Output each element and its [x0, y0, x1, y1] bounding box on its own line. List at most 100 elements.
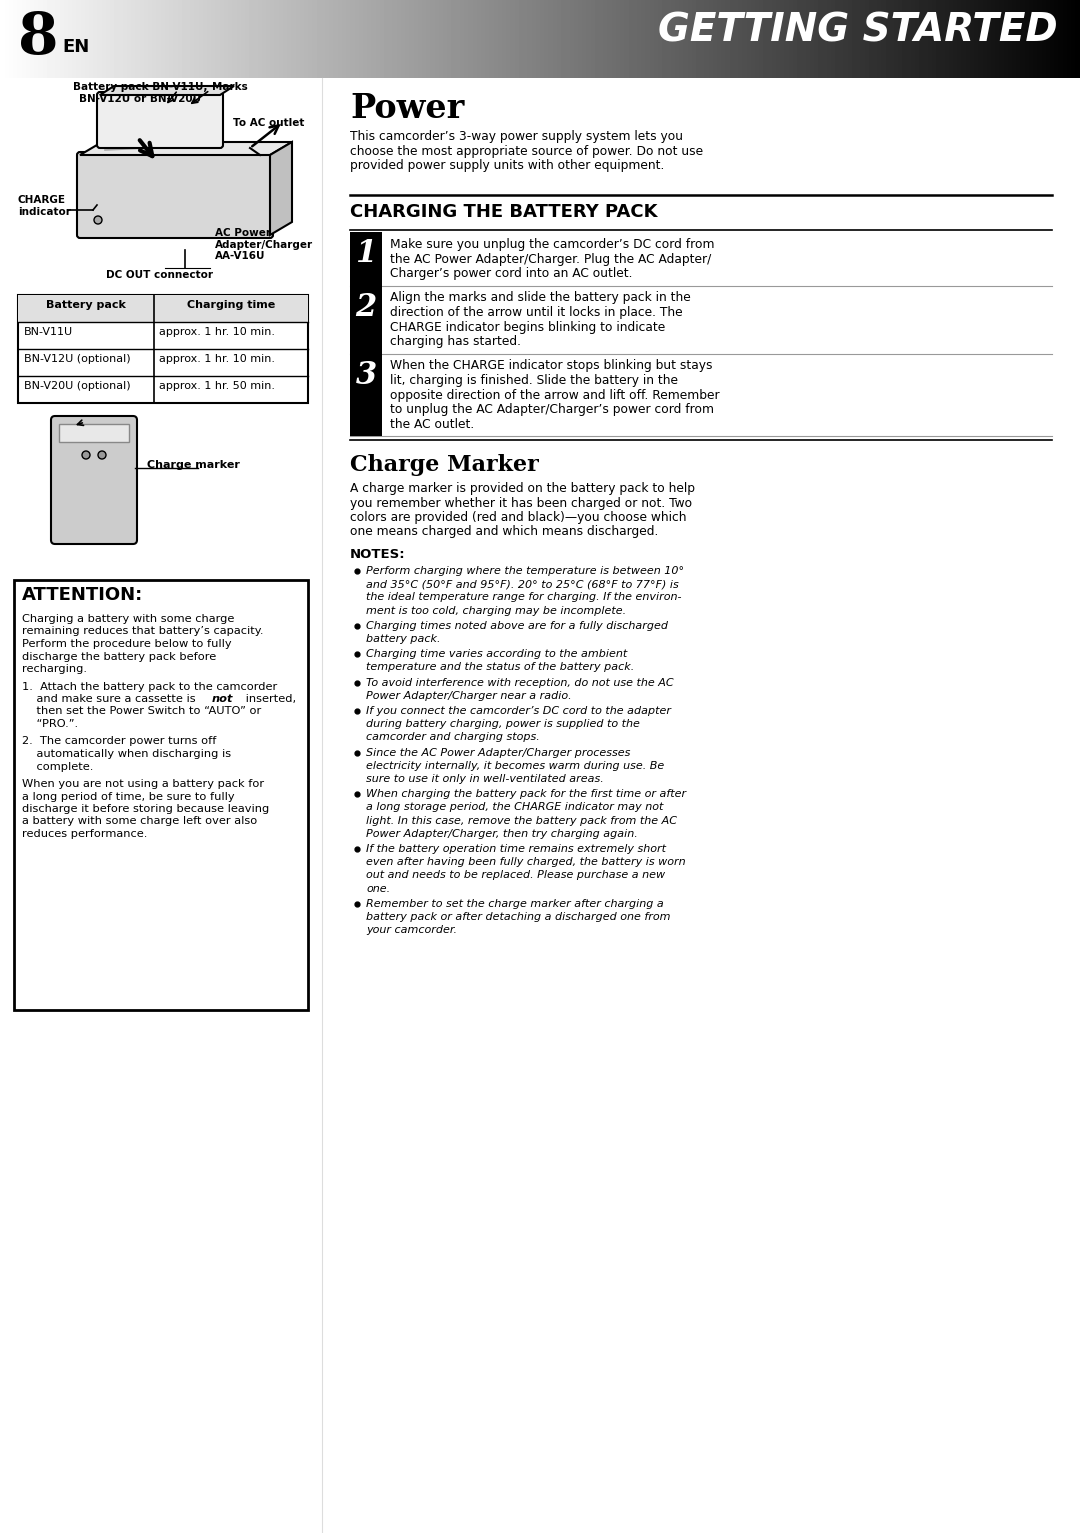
Text: “PRO.”.: “PRO.”.: [22, 719, 78, 730]
Text: recharging.: recharging.: [22, 664, 87, 675]
Text: Perform the procedure below to fully: Perform the procedure below to fully: [22, 639, 231, 648]
Text: CHARGING THE BATTERY PACK: CHARGING THE BATTERY PACK: [350, 202, 658, 221]
Text: charging has started.: charging has started.: [390, 336, 521, 348]
Bar: [350, 231, 382, 285]
Text: Charging times noted above are for a fully discharged: Charging times noted above are for a ful…: [366, 621, 669, 630]
Text: 3: 3: [355, 360, 377, 391]
Text: ATTENTION:: ATTENTION:: [22, 586, 144, 604]
Text: NOTES:: NOTES:: [350, 547, 406, 561]
Polygon shape: [100, 86, 234, 95]
Text: a long storage period, the CHARGE indicator may not: a long storage period, the CHARGE indica…: [366, 802, 663, 812]
Text: If you connect the camcorder’s DC cord to the adapter: If you connect the camcorder’s DC cord t…: [366, 707, 671, 716]
Text: the ideal temperature range for charging. If the environ-: the ideal temperature range for charging…: [366, 592, 681, 602]
Text: temperature and the status of the battery pack.: temperature and the status of the batter…: [366, 662, 634, 673]
Text: remaining reduces that battery’s capacity.: remaining reduces that battery’s capacit…: [22, 627, 264, 636]
Text: When the CHARGE indicator stops blinking but stays: When the CHARGE indicator stops blinking…: [390, 360, 713, 373]
Text: electricity internally, it becomes warm during use. Be: electricity internally, it becomes warm …: [366, 760, 664, 771]
Text: Align the marks and slide the battery pack in the: Align the marks and slide the battery pa…: [390, 291, 691, 305]
FancyBboxPatch shape: [77, 152, 273, 238]
Text: GETTING STARTED: GETTING STARTED: [659, 12, 1058, 51]
Text: ment is too cold, charging may be incomplete.: ment is too cold, charging may be incomp…: [366, 606, 626, 616]
Text: Make sure you unplug the camcorder’s DC cord from: Make sure you unplug the camcorder’s DC …: [390, 238, 715, 251]
Text: CHARGE indicator begins blinking to indicate: CHARGE indicator begins blinking to indi…: [390, 320, 665, 334]
Bar: [14, 579, 308, 1010]
Text: Power Adapter/Charger near a radio.: Power Adapter/Charger near a radio.: [366, 691, 571, 701]
Text: then set the Power Switch to “AUTO” or: then set the Power Switch to “AUTO” or: [22, 707, 261, 716]
Text: discharge the battery pack before: discharge the battery pack before: [22, 652, 216, 662]
Polygon shape: [80, 143, 292, 155]
Text: To AC outlet: To AC outlet: [232, 118, 303, 127]
Text: DC OUT connector: DC OUT connector: [107, 270, 214, 281]
Text: discharge it before storing because leaving: discharge it before storing because leav…: [22, 803, 269, 814]
Text: the AC outlet.: the AC outlet.: [390, 417, 474, 431]
Text: light. In this case, remove the battery pack from the AC: light. In this case, remove the battery …: [366, 816, 677, 826]
Text: provided power supply units with other equipment.: provided power supply units with other e…: [350, 159, 664, 172]
Text: Charge marker: Charge marker: [147, 460, 240, 471]
Text: CHARGE
indicator: CHARGE indicator: [18, 195, 71, 216]
Circle shape: [98, 451, 106, 458]
Text: you remember whether it has been charged or not. Two: you remember whether it has been charged…: [350, 497, 692, 509]
Text: battery pack.: battery pack.: [366, 635, 441, 644]
Text: choose the most appropriate source of power. Do not use: choose the most appropriate source of po…: [350, 144, 703, 158]
Text: Charging time varies according to the ambient: Charging time varies according to the am…: [366, 648, 627, 659]
Bar: [350, 285, 382, 354]
Text: EN: EN: [62, 38, 90, 57]
Bar: [18, 294, 308, 403]
Circle shape: [94, 216, 102, 224]
Text: BN-V20U (optional): BN-V20U (optional): [24, 382, 131, 391]
Text: a battery with some charge left over also: a battery with some charge left over als…: [22, 817, 257, 826]
Text: to unplug the AC Adapter/Charger’s power cord from: to unplug the AC Adapter/Charger’s power…: [390, 403, 714, 415]
Text: inserted,: inserted,: [242, 694, 296, 704]
Text: during battery charging, power is supplied to the: during battery charging, power is suppli…: [366, 719, 639, 730]
Text: out and needs to be replaced. Please purchase a new: out and needs to be replaced. Please pur…: [366, 871, 665, 880]
Text: BN-V12U (optional): BN-V12U (optional): [24, 354, 131, 363]
Text: one means charged and which means discharged.: one means charged and which means discha…: [350, 526, 659, 538]
Bar: [59, 425, 129, 442]
Text: automatically when discharging is: automatically when discharging is: [22, 750, 231, 759]
Text: sure to use it only in well-ventilated areas.: sure to use it only in well-ventilated a…: [366, 774, 604, 783]
Text: the AC Power Adapter/Charger. Plug the AC Adapter/: the AC Power Adapter/Charger. Plug the A…: [390, 253, 712, 265]
Text: Remember to set the charge marker after charging a: Remember to set the charge marker after …: [366, 898, 664, 909]
FancyBboxPatch shape: [51, 415, 137, 544]
Text: To avoid interference with reception, do not use the AC: To avoid interference with reception, do…: [366, 678, 674, 688]
Text: your camcorder.: your camcorder.: [366, 926, 457, 935]
Polygon shape: [270, 143, 292, 235]
Text: Charger’s power cord into an AC outlet.: Charger’s power cord into an AC outlet.: [390, 267, 633, 281]
Text: When charging the battery pack for the first time or after: When charging the battery pack for the f…: [366, 789, 686, 799]
Text: Charging a battery with some charge: Charging a battery with some charge: [22, 615, 234, 624]
Text: and 35°C (50°F and 95°F). 20° to 25°C (68°F to 77°F) is: and 35°C (50°F and 95°F). 20° to 25°C (6…: [366, 579, 678, 589]
Text: opposite direction of the arrow and lift off. Remember: opposite direction of the arrow and lift…: [390, 388, 719, 402]
Text: 2: 2: [355, 291, 377, 322]
Text: a long period of time, be sure to fully: a long period of time, be sure to fully: [22, 791, 234, 802]
Text: approx. 1 hr. 10 min.: approx. 1 hr. 10 min.: [160, 327, 275, 337]
Text: 1: 1: [355, 238, 377, 268]
Bar: [18, 294, 308, 322]
Text: colors are provided (red and black)—you choose which: colors are provided (red and black)—you …: [350, 510, 687, 524]
Text: Since the AC Power Adapter/Charger processes: Since the AC Power Adapter/Charger proce…: [366, 748, 631, 757]
Text: AC Power
Adapter/Charger
AA-V16U: AC Power Adapter/Charger AA-V16U: [215, 228, 313, 261]
Text: even after having been fully charged, the battery is worn: even after having been fully charged, th…: [366, 857, 686, 868]
Text: one.: one.: [366, 883, 390, 894]
Text: If the battery operation time remains extremely short: If the battery operation time remains ex…: [366, 845, 666, 854]
Text: 1.  Attach the battery pack to the camcorder: 1. Attach the battery pack to the camcor…: [22, 682, 278, 691]
Text: Charge Marker: Charge Marker: [350, 454, 539, 477]
FancyBboxPatch shape: [97, 92, 222, 149]
Text: battery pack or after detaching a discharged one from: battery pack or after detaching a discha…: [366, 912, 671, 921]
Text: BN-V11U: BN-V11U: [24, 327, 73, 337]
Text: approx. 1 hr. 10 min.: approx. 1 hr. 10 min.: [160, 354, 275, 363]
Text: reduces performance.: reduces performance.: [22, 829, 147, 839]
Text: camcorder and charging stops.: camcorder and charging stops.: [366, 733, 540, 742]
Text: Battery pack BN-V11U,
BN-V12U or BN-V20U: Battery pack BN-V11U, BN-V12U or BN-V20U: [72, 81, 207, 104]
Text: and make sure a cassette is: and make sure a cassette is: [22, 694, 199, 704]
Text: Power: Power: [350, 92, 464, 126]
Text: This camcorder’s 3-way power supply system lets you: This camcorder’s 3-way power supply syst…: [350, 130, 683, 143]
Text: 2.  The camcorder power turns off: 2. The camcorder power turns off: [22, 736, 216, 747]
Text: complete.: complete.: [22, 762, 93, 771]
Bar: [350, 354, 382, 435]
Text: direction of the arrow until it locks in place. The: direction of the arrow until it locks in…: [390, 307, 683, 319]
Text: When you are not using a battery pack for: When you are not using a battery pack fo…: [22, 779, 265, 789]
Text: Perform charging where the temperature is between 10°: Perform charging where the temperature i…: [366, 566, 684, 576]
Text: Battery pack: Battery pack: [46, 300, 126, 310]
Text: Charging time: Charging time: [187, 300, 275, 310]
Text: not: not: [212, 694, 233, 704]
